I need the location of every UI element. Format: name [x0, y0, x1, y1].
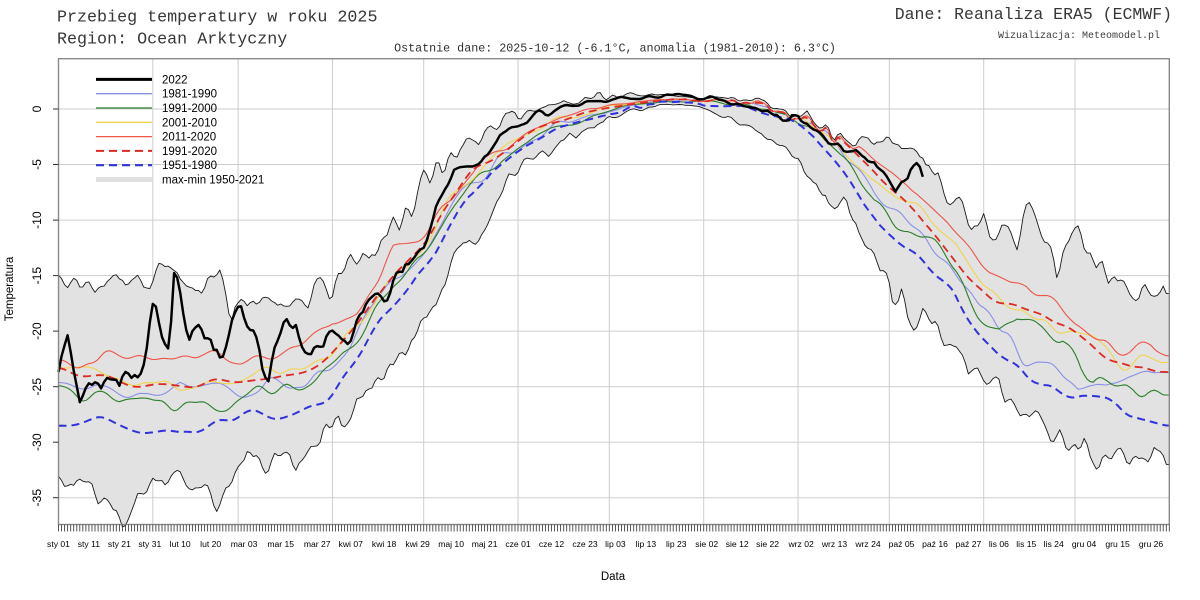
svg-text:sty 01: sty 01	[47, 539, 70, 549]
svg-text:sie 12: sie 12	[726, 539, 749, 549]
svg-text:2001-2010: 2001-2010	[162, 117, 217, 129]
svg-text:-10: -10	[30, 211, 44, 229]
svg-text:paź 05: paź 05	[889, 539, 915, 549]
svg-text:cze 12: cze 12	[539, 539, 565, 549]
svg-text:lip 03: lip 03	[605, 539, 626, 549]
svg-text:-20: -20	[30, 322, 44, 340]
svg-text:sie 02: sie 02	[695, 539, 718, 549]
svg-text:mar 03: mar 03	[231, 539, 258, 549]
svg-text:Przebieg temperatury w roku 20: Przebieg temperatury w roku 2025	[57, 9, 377, 28]
svg-text:lis 15: lis 15	[1016, 539, 1036, 549]
svg-text:gru 15: gru 15	[1105, 539, 1130, 549]
svg-text:mar 15: mar 15	[267, 539, 294, 549]
svg-text:-5: -5	[30, 159, 44, 170]
svg-text:Ostatnie dane: 2025-10-12 (-6.: Ostatnie dane: 2025-10-12 (-6.1°C, anoma…	[394, 42, 836, 56]
svg-text:lip 13: lip 13	[636, 539, 657, 549]
svg-text:lut 10: lut 10	[170, 539, 191, 549]
svg-text:Temperatura: Temperatura	[4, 256, 16, 321]
svg-text:maj 21: maj 21	[472, 539, 498, 549]
svg-text:cze 01: cze 01	[505, 539, 531, 549]
svg-text:gru 26: gru 26	[1139, 539, 1164, 549]
svg-text:lis 24: lis 24	[1044, 539, 1064, 549]
svg-text:1951-1980: 1951-1980	[162, 160, 217, 172]
svg-text:sty 11: sty 11	[78, 539, 101, 549]
svg-text:-35: -35	[30, 489, 44, 507]
svg-text:wrz 24: wrz 24	[854, 539, 881, 549]
svg-text:Region: Ocean Arktyczny: Region: Ocean Arktyczny	[57, 31, 287, 50]
svg-text:kwi 07: kwi 07	[339, 539, 364, 549]
svg-text:wrz 13: wrz 13	[821, 539, 848, 549]
svg-text:1981-1990: 1981-1990	[162, 89, 217, 101]
svg-text:sty 21: sty 21	[108, 539, 131, 549]
svg-text:maj 10: maj 10	[438, 539, 464, 549]
svg-text:sie 22: sie 22	[756, 539, 779, 549]
svg-text:0: 0	[30, 105, 44, 112]
svg-text:-30: -30	[30, 433, 44, 451]
svg-text:1991-2000: 1991-2000	[162, 103, 217, 115]
svg-text:2011-2020: 2011-2020	[162, 132, 216, 144]
svg-text:mar 27: mar 27	[304, 539, 331, 549]
svg-text:wrz 02: wrz 02	[787, 539, 814, 549]
svg-text:paź 27: paź 27	[955, 539, 981, 549]
svg-text:cze 23: cze 23	[572, 539, 598, 549]
svg-text:kwi 29: kwi 29	[405, 539, 430, 549]
svg-text:Dane: Reanaliza ERA5 (ECMWF): Dane: Reanaliza ERA5 (ECMWF)	[895, 5, 1172, 24]
svg-text:paź 16: paź 16	[922, 539, 948, 549]
svg-text:gru 04: gru 04	[1072, 539, 1097, 549]
svg-text:1991-2020: 1991-2020	[162, 146, 217, 158]
svg-text:max-min 1950-2021: max-min 1950-2021	[162, 175, 264, 187]
svg-text:-15: -15	[30, 267, 44, 285]
svg-text:2022: 2022	[162, 74, 188, 86]
svg-text:lut 20: lut 20	[200, 539, 221, 549]
svg-text:sty 31: sty 31	[138, 539, 161, 549]
svg-text:lis 06: lis 06	[989, 539, 1009, 549]
svg-text:lip 23: lip 23	[666, 539, 687, 549]
svg-text:kwi 18: kwi 18	[372, 539, 397, 549]
svg-text:Data: Data	[601, 571, 626, 583]
svg-text:-25: -25	[30, 378, 44, 396]
svg-text:Wizualizacja: Meteomodel.pl: Wizualizacja: Meteomodel.pl	[998, 30, 1160, 42]
